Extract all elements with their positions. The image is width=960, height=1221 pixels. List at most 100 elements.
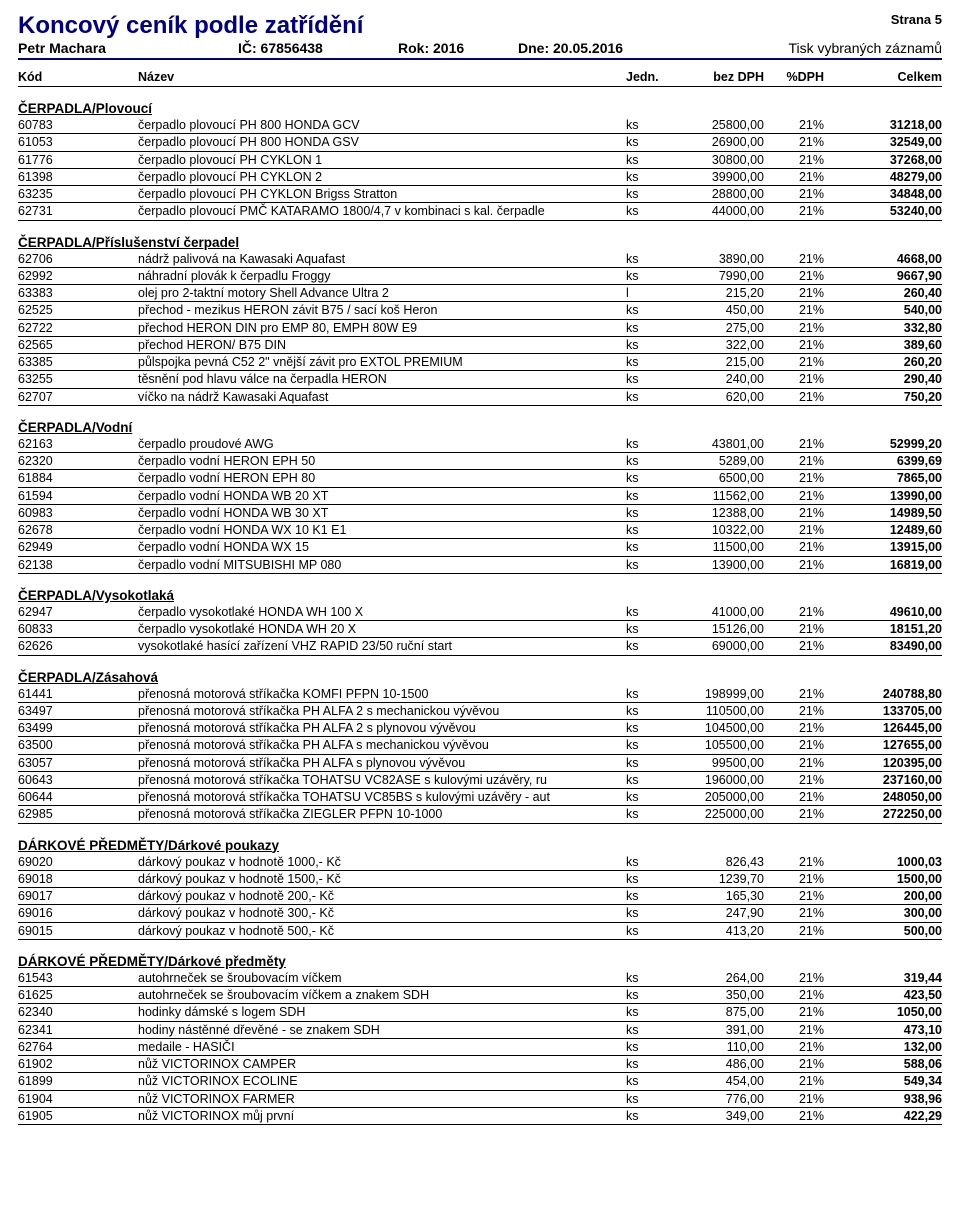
cell-code: 62320: [18, 453, 138, 469]
cell-name: nůž VICTORINOX ECOLINE: [138, 1073, 626, 1089]
table-row: 69020dárkový poukaz v hodnotě 1000,- Kčk…: [18, 854, 942, 871]
table-row: 62320čerpadlo vodní HERON EPH 50ks5289,0…: [18, 453, 942, 470]
cell-name: přechod HERON DIN pro EMP 80, EMPH 80W E…: [138, 320, 626, 336]
table-row: 62340hodinky dámské s logem SDHks875,002…: [18, 1004, 942, 1021]
cell-name: dárkový poukaz v hodnotě 500,- Kč: [138, 923, 626, 939]
cell-net: 875,00: [662, 1004, 772, 1020]
cell-vat: 21%: [772, 720, 832, 736]
cell-unit: ks: [626, 1039, 662, 1055]
cell-name: čerpadlo vodní HONDA WX 15: [138, 539, 626, 555]
cell-vat: 21%: [772, 436, 832, 452]
cell-vat: 21%: [772, 488, 832, 504]
cell-unit: ks: [626, 1073, 662, 1089]
section-title: ČERPADLA/Příslušenství čerpadel: [18, 235, 942, 250]
table-row: 69017dárkový poukaz v hodnotě 200,- Kčks…: [18, 888, 942, 905]
cell-net: 275,00: [662, 320, 772, 336]
col-code: Kód: [18, 70, 138, 84]
cell-total: 12489,60: [832, 522, 942, 538]
cell-total: 290,40: [832, 371, 942, 387]
cell-code: 62163: [18, 436, 138, 452]
cell-unit: ks: [626, 1004, 662, 1020]
ic-label: IČ: 67856438: [238, 40, 398, 56]
cell-code: 62525: [18, 302, 138, 318]
cell-unit: ks: [626, 905, 662, 921]
cell-net: 620,00: [662, 389, 772, 405]
section-title: DÁRKOVÉ PŘEDMĚTY/Dárkové poukazy: [18, 838, 942, 853]
cell-total: 48279,00: [832, 169, 942, 185]
header-info: Petr Machara IČ: 67856438 Rok: 2016 Dne:…: [18, 40, 942, 60]
cell-unit: ks: [626, 888, 662, 904]
cell-vat: 21%: [772, 1073, 832, 1089]
cell-total: 4668,00: [832, 251, 942, 267]
cell-unit: ks: [626, 337, 662, 353]
table-row: 63385půlspojka pevná C52 2" vnější závit…: [18, 354, 942, 371]
cell-net: 264,00: [662, 970, 772, 986]
cell-net: 198999,00: [662, 686, 772, 702]
cell-vat: 21%: [772, 871, 832, 887]
cell-net: 110,00: [662, 1039, 772, 1055]
cell-unit: ks: [626, 470, 662, 486]
cell-total: 332,80: [832, 320, 942, 336]
cell-net: 12388,00: [662, 505, 772, 521]
cell-vat: 21%: [772, 703, 832, 719]
table-row: 63235čerpadlo plovoucí PH CYKLON Brigss …: [18, 186, 942, 203]
cell-name: čerpadlo plovoucí PH CYKLON 1: [138, 152, 626, 168]
cell-code: 63497: [18, 703, 138, 719]
cell-vat: 21%: [772, 470, 832, 486]
table-row: 62764medaile - HASIČIks110,0021%132,00: [18, 1039, 942, 1056]
cell-total: 240788,80: [832, 686, 942, 702]
cell-net: 1239,70: [662, 871, 772, 887]
cell-total: 500,00: [832, 923, 942, 939]
cell-total: 16819,00: [832, 557, 942, 573]
cell-unit: ks: [626, 772, 662, 788]
column-headers: Kód Název Jedn. bez DPH %DPH Celkem: [18, 68, 942, 87]
cell-name: přenosná motorová stříkačka PH ALFA 2 s …: [138, 703, 626, 719]
cell-code: 62731: [18, 203, 138, 219]
cell-unit: ks: [626, 436, 662, 452]
table-row: 62731čerpadlo plovoucí PMČ KATARAMO 1800…: [18, 203, 942, 220]
cell-total: 83490,00: [832, 638, 942, 654]
cell-net: 240,00: [662, 371, 772, 387]
cell-unit: ks: [626, 134, 662, 150]
table-row: 62985přenosná motorová stříkačka ZIEGLER…: [18, 806, 942, 823]
cell-unit: ks: [626, 117, 662, 133]
cell-vat: 21%: [772, 806, 832, 822]
table-row: 62992náhradní plovák k čerpadlu Froggyks…: [18, 268, 942, 285]
cell-net: 450,00: [662, 302, 772, 318]
cell-vat: 21%: [772, 117, 832, 133]
cell-code: 62678: [18, 522, 138, 538]
table-row: 63499přenosná motorová stříkačka PH ALFA…: [18, 720, 942, 737]
cell-net: 247,90: [662, 905, 772, 921]
cell-code: 61053: [18, 134, 138, 150]
cell-net: 43801,00: [662, 436, 772, 452]
cell-code: 61904: [18, 1091, 138, 1107]
cell-vat: 21%: [772, 987, 832, 1003]
cell-net: 486,00: [662, 1056, 772, 1072]
cell-net: 105500,00: [662, 737, 772, 753]
cell-name: nůž VICTORINOX můj první: [138, 1108, 626, 1124]
cell-name: přenosná motorová stříkačka PH ALFA s me…: [138, 737, 626, 753]
cell-net: 413,20: [662, 923, 772, 939]
cell-total: 133705,00: [832, 703, 942, 719]
cell-total: 473,10: [832, 1022, 942, 1038]
cell-total: 272250,00: [832, 806, 942, 822]
cell-code: 60833: [18, 621, 138, 637]
cell-unit: ks: [626, 789, 662, 805]
cell-total: 1500,00: [832, 871, 942, 887]
author: Petr Machara: [18, 40, 238, 56]
cell-total: 423,50: [832, 987, 942, 1003]
table-row: 62341hodiny nástěnné dřevěné - se znakem…: [18, 1022, 942, 1039]
cell-net: 99500,00: [662, 755, 772, 771]
table-row: 62707víčko na nádrž Kawasaki Aquafastks6…: [18, 389, 942, 406]
cell-unit: ks: [626, 686, 662, 702]
cell-name: přechod HERON/ B75 DIN: [138, 337, 626, 353]
cell-code: 61899: [18, 1073, 138, 1089]
cell-name: dárkový poukaz v hodnotě 1500,- Kč: [138, 871, 626, 887]
cell-vat: 21%: [772, 320, 832, 336]
table-row: 60783čerpadlo plovoucí PH 800 HONDA GCVk…: [18, 117, 942, 134]
cell-unit: ks: [626, 354, 662, 370]
cell-name: dárkový poukaz v hodnotě 1000,- Kč: [138, 854, 626, 870]
cell-net: 322,00: [662, 337, 772, 353]
cell-code: 62341: [18, 1022, 138, 1038]
cell-code: 69016: [18, 905, 138, 921]
